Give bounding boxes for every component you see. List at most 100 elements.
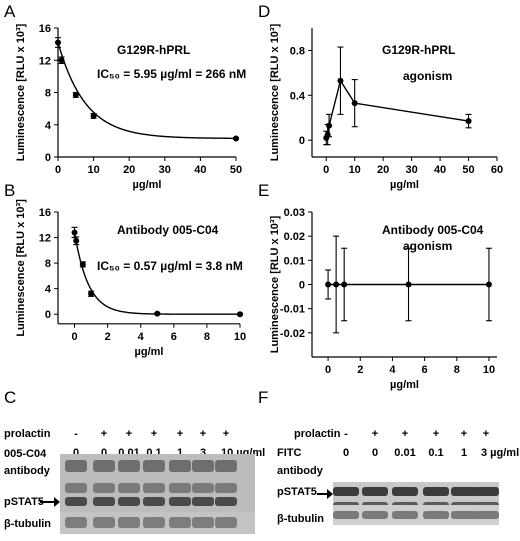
prolactin-mark: + [151,428,157,440]
data-point [237,311,243,318]
blot-band [392,487,418,496]
blot-band [65,483,87,493]
prolactin-mark: + [126,428,132,440]
blot-band [423,487,449,496]
dose-label: 1 [461,447,467,459]
blot-band [192,517,214,528]
blot-f-tubulin-bands [333,511,499,519]
y-tick-label: 0 [45,152,51,164]
blot-c-antibody-name-label: 005-C04 [4,448,47,460]
blot-c: prolactin 005-C04 antibody - + + + + + + 0 0 0.0… [4,428,265,534]
blot-band [118,517,140,528]
blot-band [451,487,477,496]
x-tick-label: 40 [194,164,206,176]
x-tick-label: 8 [454,364,460,376]
blot-band [93,517,115,528]
chart-b-title: Antibody 005-C04 [117,223,219,237]
dose-label: 0.01 [394,447,415,459]
x-tick-label: 0 [55,164,61,176]
y-axis-label: Luminescence [RLU x 10³] [269,23,281,161]
x-tick-label: 0 [325,364,331,376]
y-tick-label: 4 [45,120,52,132]
dose-label: 3 [200,447,206,459]
blot-band [333,511,359,519]
x-tick-label: 0 [323,164,329,176]
data-point [55,39,61,46]
data-point [233,135,239,142]
blot-f-doses: 0 0 0.01 0.1 1 3 µg/ml [343,447,519,459]
blot-f-antibody-label: antibody [277,465,324,477]
blot-band [93,483,115,493]
x-tick-label: 10 [87,164,99,176]
blot-f: prolactin FITC antibody - + + + + + 0 0 0.01 0.1… [277,428,519,525]
dose-label: 3 µg/ml [481,447,519,459]
y-tick-label: 12 [39,55,51,67]
blot-band [192,460,214,472]
dose-label: 0.1 [428,447,443,459]
blot-c-antibody-label: antibody [4,465,51,477]
blot-f-tubulin-label: β-tubulin [277,513,324,525]
y-tick-label: 0.01 [284,255,305,267]
series-line [325,78,469,139]
x-tick-label: 50 [462,164,474,176]
data-point [333,281,340,288]
blot-f-prolactin-label: prolactin [294,428,341,440]
panel-letter-f: F [258,388,268,407]
x-tick-label: 20 [123,164,135,176]
blot-c-bands [65,460,237,506]
prolactin-mark: + [101,428,107,440]
blot-band [169,460,191,472]
data-point [72,91,79,98]
blot-band [192,497,214,506]
x-tick-label: 10 [234,331,246,343]
y-axis-label: Luminescence [RLU x 10³] [269,215,281,353]
blot-c-prolactin-marks: - + + + + + + [74,428,229,440]
blot-band [93,460,115,472]
x-tick-label: 4 [389,364,396,376]
blot-c-tubulin-label: β-tubulin [4,518,51,530]
x-tick-label: 10 [349,164,361,176]
fit-curve [73,232,240,315]
prolactin-mark: + [433,428,439,440]
x-tick-label: 30 [159,164,171,176]
blot-band [451,511,477,519]
y-tick-label: 0.03 [284,207,305,219]
data-point [88,290,95,297]
x-tick-label: 4 [138,331,145,343]
dose-label: 0 [343,447,349,459]
chart-e-subtitle: agonism [403,239,452,253]
y-tick-label: 16 [39,23,51,35]
blot-band [215,460,237,472]
y-tick-label: 0.4 [290,90,306,102]
x-axis-label: µg/ml [390,379,419,391]
y-tick-label: -0.02 [280,328,305,340]
x-axis-label: µg/ml [135,346,164,358]
blot-f-antibody-name-label: FITC [277,447,301,459]
data-point [79,261,86,268]
blot-band [118,497,140,506]
x-tick-label: 40 [434,164,446,176]
chart-e: -0.02 -0.01 0 0.01 0.02 0.03 0 2 4 6 8 10 µg/ml Lumin… [269,207,497,391]
blot-f-pstat-label: pSTAT5 [277,486,317,498]
y-tick-label: 12 [39,233,51,245]
prolactin-mark: + [223,428,229,440]
chart-b: 0 4 8 12 16 0 2 4 6 8 10 µg/ml Luminescence [RLU x 1… [15,199,246,358]
blot-band [362,511,388,519]
x-tick-label: 6 [171,331,177,343]
data-point [325,281,332,288]
blot-band [143,497,165,506]
x-tick-label: 2 [105,331,111,343]
prolactin-mark: - [74,428,78,440]
blot-band [143,483,165,493]
x-tick-label: 6 [422,364,428,376]
panel-letter-c: C [4,388,16,407]
y-axis-label: Luminescence [RLU x 10³] [15,199,27,337]
blot-band [143,517,165,528]
panel-letter-a: A [4,2,16,21]
blot-band [118,460,140,472]
x-axis-label: µg/ml [390,179,419,191]
x-tick-label: 2 [357,364,363,376]
x-tick-label: 60 [491,164,503,176]
prolactin-mark: - [344,428,348,440]
